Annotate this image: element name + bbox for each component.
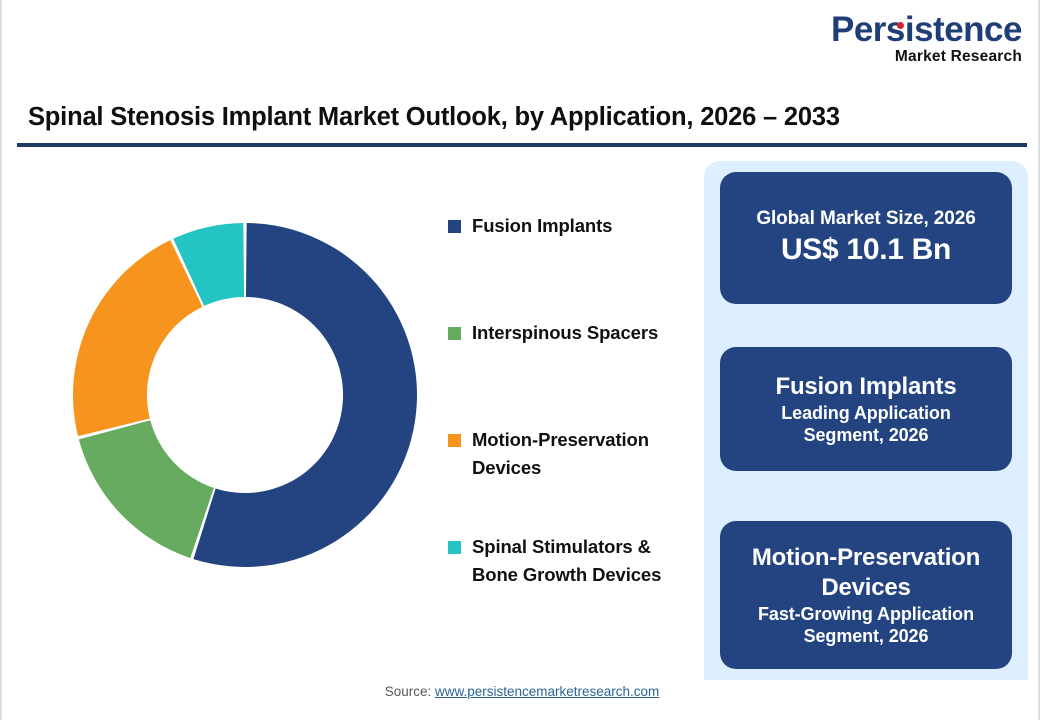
legend-item-label: Spinal Stimulators & Bone Growth Devices (472, 536, 662, 585)
legend-item-spinal-stimulators[interactable]: Spinal Stimulators & Bone Growth Devices (448, 533, 698, 589)
donut-chart-canvas (73, 223, 417, 567)
kpi-card-caption-line2: Segment, 2026 (803, 626, 929, 646)
red-dot-icon (897, 22, 904, 29)
logo-wordmark: Persistence (830, 10, 1023, 49)
company-logo: Persistence Market Research (810, 10, 1023, 65)
source-footer: Source: www.persistencemarketresearch.co… (2, 684, 1038, 699)
legend-item-interspinous-spacers[interactable]: Interspinous Spacers (448, 319, 698, 426)
kpi-card-caption: Global Market Size, 2026 (756, 207, 976, 229)
page-title: Spinal Stenosis Implant Market Outlook, … (28, 103, 840, 131)
source-link[interactable]: www.persistencemarketresearch.com (434, 684, 660, 699)
donut-slice[interactable] (193, 223, 417, 567)
kpi-card-value: Fusion Implants (775, 372, 957, 400)
legend-swatch-icon (448, 327, 461, 340)
donut-slice[interactable] (73, 240, 203, 437)
legend-item-label: Fusion Implants (472, 215, 613, 236)
legend-item-label: Interspinous Spacers (472, 322, 659, 343)
kpi-card-caption-line2: Segment, 2026 (803, 425, 929, 445)
kpi-card-value: US$ 10.1 Bn (780, 233, 952, 267)
legend-item-motion-preservation-devices[interactable]: Motion-Preservation Devices (448, 426, 698, 533)
donut-chart-svg (73, 223, 417, 567)
donut-slice[interactable] (173, 223, 245, 306)
kpi-card-leading-segment: Fusion Implants Leading Application Segm… (720, 347, 1012, 471)
logo-tagline: Market Research (894, 48, 1022, 65)
legend-item-fusion-implants[interactable]: Fusion Implants (448, 212, 698, 319)
legend-swatch-icon (448, 220, 461, 233)
kpi-card-market-size: Global Market Size, 2026 US$ 10.1 Bn (720, 172, 1012, 304)
legend-swatch-icon (448, 434, 461, 447)
donut-slice[interactable] (78, 420, 214, 559)
legend-swatch-icon (448, 541, 461, 554)
kpi-card-value-line1: Motion-Preservation (751, 543, 981, 571)
kpi-card-value-line2: Devices (821, 573, 911, 601)
source-label: Source: (384, 684, 435, 699)
kpi-card-caption-line1: Fast-Growing Application (758, 603, 974, 624)
chart-legend: Fusion Implants Interspinous Spacers Mot… (448, 212, 698, 589)
title-divider (17, 143, 1027, 147)
kpi-card-caption-line1: Leading Application (781, 402, 951, 423)
legend-item-label: Motion-Preservation Devices (472, 429, 649, 478)
highlights-panel: Global Market Size, 2026 US$ 10.1 Bn Fus… (704, 161, 1028, 680)
kpi-card-fastest-growing-segment: Motion-Preservation Devices Fast-Growing… (720, 521, 1012, 669)
donut-chart (57, 195, 437, 595)
